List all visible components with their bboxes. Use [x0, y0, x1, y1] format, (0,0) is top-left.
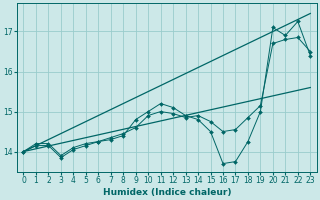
X-axis label: Humidex (Indice chaleur): Humidex (Indice chaleur) — [103, 188, 231, 197]
